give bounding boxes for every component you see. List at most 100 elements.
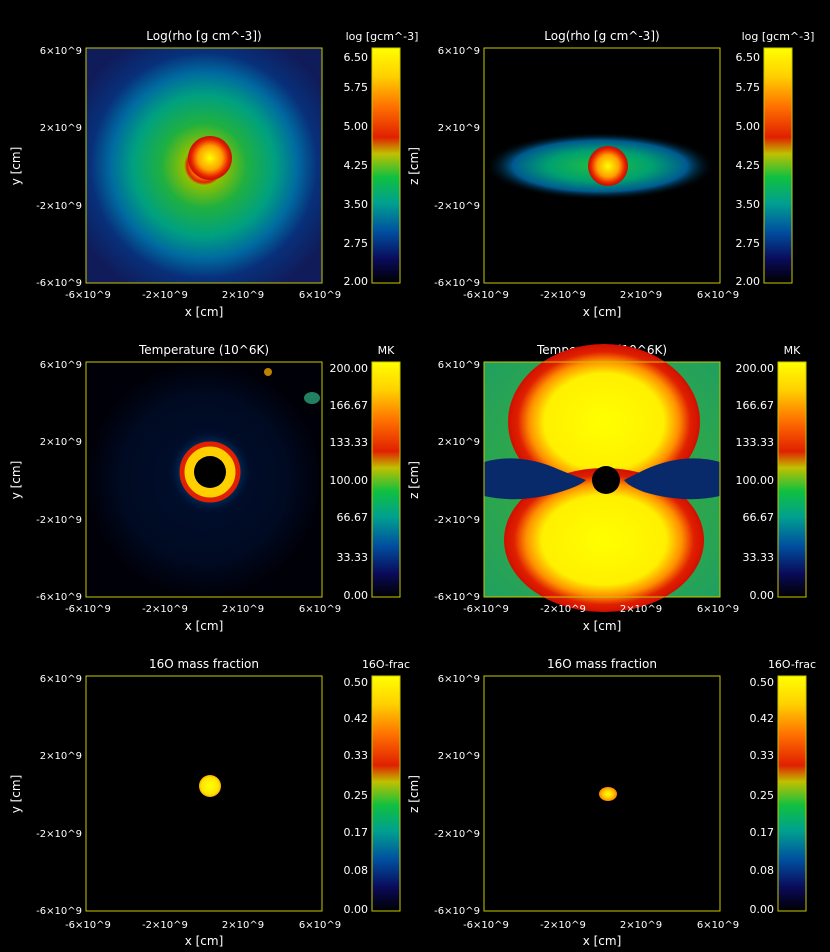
y-axis-label: y [cm]: [9, 775, 23, 814]
x-axis-label: x [cm]: [583, 934, 622, 948]
colorbar-scale: [777, 675, 807, 912]
x-axis: -6×10^9 -2×10^9 2×10^9 6×10^9 x [cm]: [65, 290, 341, 319]
y-tick-label: 6×10^9: [438, 674, 480, 685]
x-tick-label: -6×10^9: [65, 290, 111, 301]
y-tick-label: 2×10^9: [438, 751, 480, 762]
colorbar-label: log [gcm^-3]: [742, 30, 815, 43]
x-tick-label: 6×10^9: [697, 604, 739, 615]
x-tick-label: -2×10^9: [540, 604, 586, 615]
y-tick-label: 2×10^9: [438, 437, 480, 448]
panel-oxygen-xy: 16O mass fraction -6×10^9 -2×10^9 2×10^9…: [9, 657, 410, 948]
colorbar-label: log [gcm^-3]: [346, 30, 419, 43]
panel-title: 16O mass fraction: [547, 657, 657, 671]
colorbar-tick: 0.50: [344, 676, 369, 689]
y-tick-label: -2×10^9: [36, 201, 82, 212]
x-tick-label: 2×10^9: [620, 290, 662, 301]
y-tick-label: 6×10^9: [438, 360, 480, 371]
panel-density-xy: Log(rho [g cm^-3]) -6×10^9 -2×10^9 2×10^…: [9, 29, 418, 319]
colorbar-tick: 0.00: [750, 903, 775, 916]
colorbar-tick: 3.50: [736, 198, 761, 211]
colorbar-tick: 2.75: [344, 237, 369, 250]
x-axis: -6×10^9 -2×10^9 2×10^9 6×10^9 x [cm]: [463, 604, 739, 633]
colorbar-tick: 0.00: [344, 589, 369, 602]
colorbar-tick: 66.67: [337, 511, 369, 524]
panel-title: Temperature (10^6K): [138, 343, 269, 357]
dense-core: [188, 136, 232, 180]
colorbar-tick: 0.50: [750, 676, 775, 689]
colorbar-tick: 0.33: [750, 749, 775, 762]
x-tick-label: 2×10^9: [222, 290, 264, 301]
panel-density-xz: Log(rho [g cm^-3]) -6×10^9 -2×10^9 2×10^…: [407, 29, 814, 319]
y-axis: 6×10^9 2×10^9 -2×10^9 -6×10^9 y [cm]: [9, 46, 82, 289]
colorbar-tick: 5.75: [736, 81, 761, 94]
colorbar: MK 200.00 166.67 133.33 100.00 66.67 33.…: [736, 344, 807, 602]
colorbar-tick: 2.00: [344, 275, 369, 288]
x-tick-label: 6×10^9: [697, 290, 739, 301]
colorbar-tick: 166.67: [330, 399, 369, 412]
oxygen-core: [199, 775, 221, 797]
colorbar-scale: [777, 361, 807, 598]
colorbar: log [gcm^-3] 6.50 5.75 5.00 4.25 3.50 2.…: [344, 30, 419, 288]
colorbar-tick: 100.00: [330, 474, 369, 487]
colorbar: 16O-frac 0.50 0.42 0.33 0.25 0.17 0.08 0…: [344, 658, 411, 916]
x-tick-label: -2×10^9: [142, 604, 188, 615]
y-tick-label: -2×10^9: [36, 515, 82, 526]
colorbar-tick: 5.75: [344, 81, 369, 94]
colorbar-tick: 133.33: [736, 436, 775, 449]
y-tick-label: 2×10^9: [40, 751, 82, 762]
y-tick-label: 6×10^9: [438, 46, 480, 57]
y-axis-label: y [cm]: [9, 147, 23, 186]
y-tick-label: -6×10^9: [434, 906, 480, 917]
colorbar-tick: 2.75: [736, 237, 761, 250]
colorbar-tick: 0.25: [750, 789, 775, 802]
warm-spot: [304, 392, 320, 404]
colorbar-tick: 0.17: [344, 826, 369, 839]
colorbar-tick: 4.25: [736, 159, 761, 172]
colorbar-tick: 4.25: [344, 159, 369, 172]
y-axis: 6×10^9 2×10^9 -2×10^9 -6×10^9 y [cm]: [9, 674, 82, 917]
y-tick-label: 6×10^9: [40, 360, 82, 371]
y-tick-label: -2×10^9: [434, 829, 480, 840]
plot-frame: [483, 675, 721, 912]
colorbar-tick: 0.00: [750, 589, 775, 602]
panel-title: Log(rho [g cm^-3]): [544, 29, 659, 43]
oxygen-core: [599, 787, 617, 801]
y-tick-label: 6×10^9: [40, 674, 82, 685]
x-axis-label: x [cm]: [185, 305, 224, 319]
x-axis-label: x [cm]: [185, 934, 224, 948]
y-tick-label: -2×10^9: [434, 515, 480, 526]
x-tick-label: -6×10^9: [463, 920, 509, 931]
panel-title: 16O mass fraction: [149, 657, 259, 671]
x-tick-label: 2×10^9: [620, 604, 662, 615]
colorbar-tick: 6.50: [344, 51, 369, 64]
y-axis: 6×10^9 2×10^9 -2×10^9 -6×10^9 z [cm]: [407, 674, 480, 917]
y-axis-label: y [cm]: [9, 461, 23, 500]
colorbar-label: 16O-frac: [768, 658, 816, 671]
x-tick-label: -2×10^9: [540, 920, 586, 931]
colorbar-tick: 0.42: [750, 712, 775, 725]
plot-frame: [483, 47, 721, 284]
x-axis-label: x [cm]: [185, 619, 224, 633]
y-axis: 6×10^9 2×10^9 -2×10^9 -6×10^9 y [cm]: [9, 360, 82, 603]
x-tick-label: 2×10^9: [620, 920, 662, 931]
colorbar: MK 200.00 166.67 133.33 100.00 66.67 33.…: [330, 344, 401, 602]
y-tick-label: 2×10^9: [438, 123, 480, 134]
plot-frame: [85, 361, 323, 598]
colorbar-tick: 6.50: [736, 51, 761, 64]
y-axis: 6×10^9 2×10^9 -2×10^9 -6×10^9 z [cm]: [407, 46, 480, 289]
hot-spot: [264, 368, 272, 376]
lower-hot-lobe: [504, 468, 704, 612]
colorbar: log [gcm^-3] 6.50 5.75 5.00 4.25 3.50 2.…: [736, 30, 815, 288]
colorbar-tick: 166.67: [736, 399, 775, 412]
x-axis: -6×10^9 -2×10^9 2×10^9 6×10^9 x [cm]: [65, 920, 341, 948]
y-tick-label: -6×10^9: [434, 592, 480, 603]
y-tick-label: 2×10^9: [40, 123, 82, 134]
colorbar-tick: 3.50: [344, 198, 369, 211]
y-tick-label: 6×10^9: [40, 46, 82, 57]
colorbar-tick: 5.00: [344, 120, 369, 133]
plot-frame: [85, 47, 323, 284]
x-tick-label: 6×10^9: [299, 604, 341, 615]
x-axis-label: x [cm]: [583, 305, 622, 319]
colorbar-tick: 5.00: [736, 120, 761, 133]
